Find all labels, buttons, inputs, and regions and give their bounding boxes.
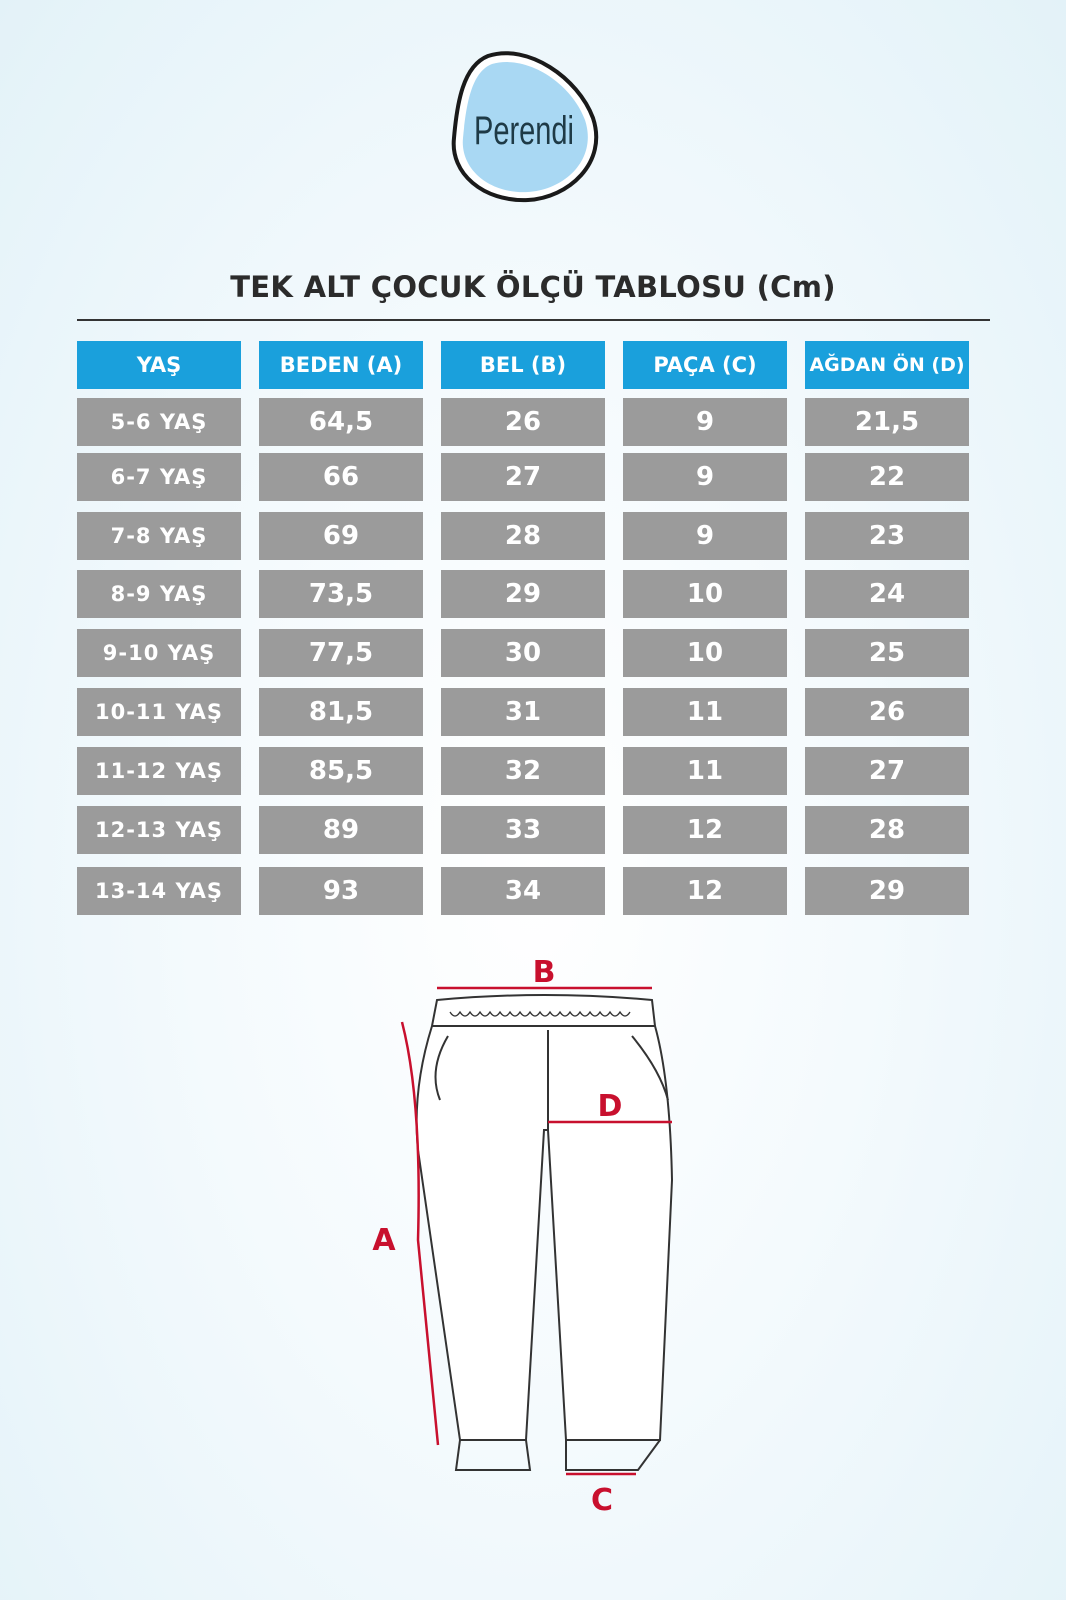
column-header: PAÇA (C) [623,341,787,389]
column-header: YAŞ [77,341,241,389]
measure-cell: 32 [441,747,605,795]
age-cell: 9-10 YAŞ [77,629,241,677]
pants-outline [415,994,674,1441]
measure-cell: 66 [259,453,423,501]
measure-cell: 64,5 [259,398,423,446]
label-d: D [598,1089,623,1124]
measure-cell: 89 [259,806,423,854]
age-cell: 8-9 YAŞ [77,570,241,618]
measure-line-a [400,1021,440,1446]
measure-cell: 34 [441,867,605,915]
measure-cell: 28 [441,512,605,560]
measure-cell: 12 [623,867,787,915]
age-cell: 5-6 YAŞ [77,398,241,446]
age-cell: 13-14 YAŞ [77,867,241,915]
age-cell: 6-7 YAŞ [77,453,241,501]
age-cell: 12-13 YAŞ [77,806,241,854]
measure-cell: 12 [623,806,787,854]
svg-text:Perendi: Perendi [474,109,574,153]
measure-cell: 93 [259,867,423,915]
measure-cell: 31 [441,688,605,736]
measure-cell: 9 [623,453,787,501]
measure-cell: 28 [805,806,969,854]
measure-cell: 21,5 [805,398,969,446]
measure-cell: 33 [441,806,605,854]
measure-cell: 81,5 [259,688,423,736]
label-c: C [591,1483,613,1518]
age-cell: 11-12 YAŞ [77,747,241,795]
measure-cell: 27 [441,453,605,501]
measure-cell: 29 [805,867,969,915]
pants-diagram: B A D C [372,960,674,1518]
measure-cell: 77,5 [259,629,423,677]
column-header: BEDEN (A) [259,341,423,389]
measure-cell: 9 [623,512,787,560]
label-a: A [372,1223,396,1258]
measure-cell: 10 [623,629,787,677]
measure-cell: 24 [805,570,969,618]
age-cell: 7-8 YAŞ [77,512,241,560]
perendi-logo: Perendi [451,51,599,203]
measure-cell: 26 [805,688,969,736]
measure-cell: 73,5 [259,570,423,618]
measure-cell: 22 [805,453,969,501]
column-header: BEL (B) [441,341,605,389]
measure-cell: 11 [623,747,787,795]
page-title: TEK ALT ÇOCUK ÖLÇÜ TABLOSU (Cm) [230,270,836,304]
age-cell: 10-11 YAŞ [77,688,241,736]
column-header: AĞDAN ÖN (D) [805,341,969,389]
label-b: B [533,960,556,990]
measure-cell: 9 [623,398,787,446]
title-divider [77,319,990,321]
measure-cell: 29 [441,570,605,618]
measure-cell: 27 [805,747,969,795]
measure-cell: 30 [441,629,605,677]
measure-cell: 26 [441,398,605,446]
measure-cell: 11 [623,688,787,736]
measure-cell: 23 [805,512,969,560]
measure-cell: 85,5 [259,747,423,795]
measure-cell: 10 [623,570,787,618]
measure-cell: 25 [805,629,969,677]
measure-cell: 69 [259,512,423,560]
